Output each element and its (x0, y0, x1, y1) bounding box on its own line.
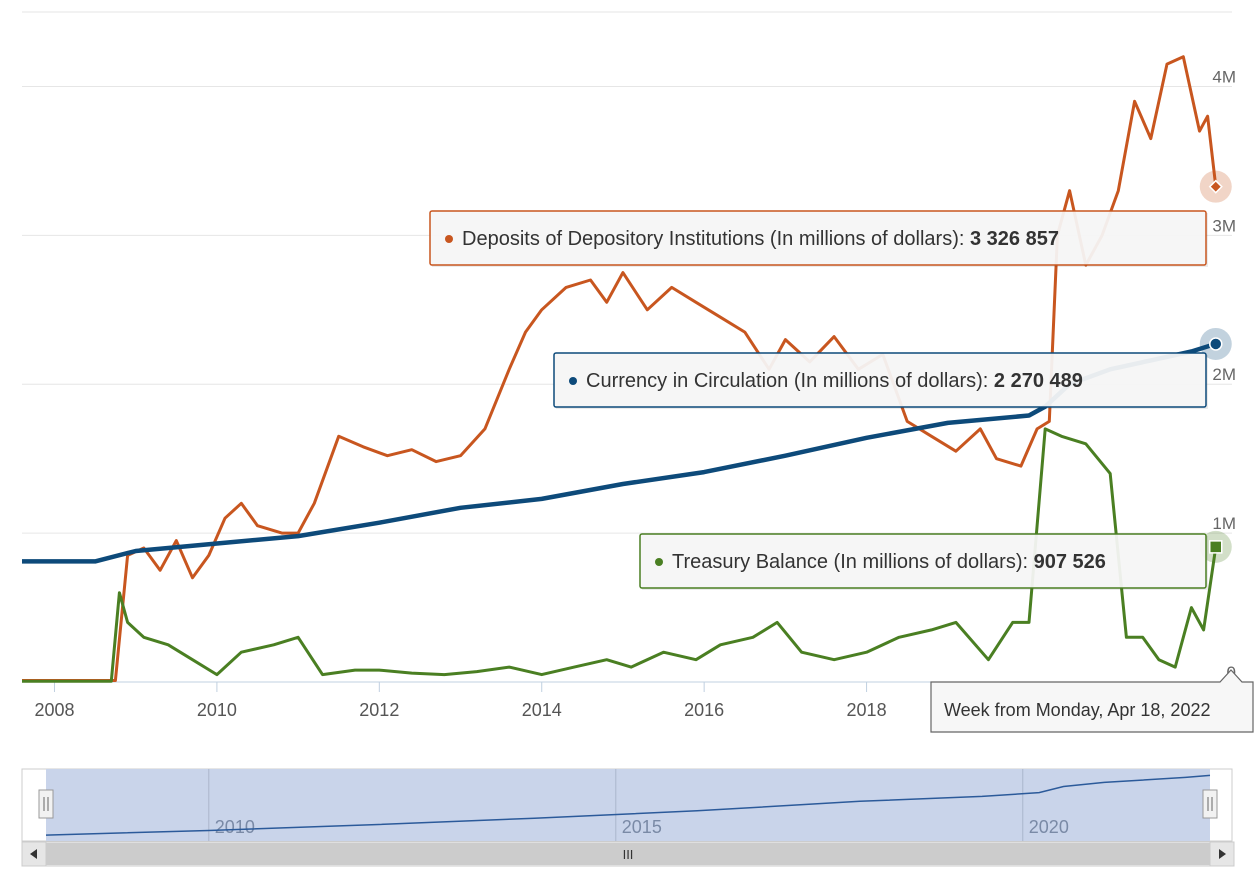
tooltip-series-name: Deposits of Depository Institutions (In … (462, 228, 959, 250)
x-tick-label: 2010 (197, 700, 237, 720)
navigator-tick-label: 2010 (215, 817, 255, 837)
navigator-series-line (45, 774, 1211, 836)
deposits-of-depository-institutions-end-point[interactable] (1199, 170, 1232, 203)
navigator-tick-label: 2015 (622, 817, 662, 837)
scrollbar-thumb[interactable] (46, 843, 1210, 865)
tooltip-colon: : (959, 228, 970, 250)
diamond-marker (1208, 179, 1223, 194)
navigator-tick-label: 2020 (1029, 817, 1069, 837)
square-marker (1209, 540, 1223, 554)
tooltip-value: 2 270 489 (994, 370, 1083, 392)
chevron-left-icon (30, 849, 37, 859)
y-tick-label: 3M (1212, 216, 1236, 235)
tooltip-value: 3 326 857 (970, 228, 1059, 250)
tooltip-box (553, 352, 1207, 408)
navigator-right-handle[interactable] (1202, 789, 1218, 819)
x-tick-label: 2008 (34, 700, 74, 720)
tooltip-box (639, 533, 1207, 589)
currency-in-circulation-tooltip: Currency in Circulation (In millions of … (553, 352, 1208, 409)
date-tooltip: Week from Monday, Apr 18, 2022 (930, 669, 1254, 733)
currency-in-circulation-end-point[interactable] (1199, 327, 1232, 360)
tooltip-colon: : (983, 370, 994, 392)
scroll-right-button[interactable] (1209, 841, 1235, 867)
navigator-scrollbar[interactable]: III (21, 841, 1235, 867)
treasury-balance-line[interactable] (22, 427, 1218, 683)
tooltip-series-dot (655, 558, 663, 566)
deposits-of-depository-institutions-line[interactable] (22, 55, 1218, 682)
y-tick-label: 2M (1212, 365, 1236, 384)
date-tooltip-box (930, 669, 1254, 733)
treasury-balance-end-point[interactable] (1199, 530, 1232, 563)
circle-marker (1209, 337, 1223, 351)
tooltip-value: 907 526 (1034, 551, 1106, 573)
y-tick-label: 4M (1212, 67, 1236, 86)
tooltip-text: Deposits of Depository Institutions (In … (462, 228, 1059, 250)
chevron-right-icon (1219, 849, 1226, 859)
x-tick-label: 2012 (359, 700, 399, 720)
x-tick-label: 2016 (684, 700, 724, 720)
treasury-balance-tooltip: Treasury Balance (In millions of dollars… (639, 533, 1208, 590)
deposits-of-depository-institutions-tooltip: Deposits of Depository Institutions (In … (429, 210, 1208, 267)
tooltip-text: Treasury Balance (In millions of dollars… (672, 551, 1106, 573)
tooltip-colon: : (1023, 551, 1034, 573)
tooltip-series-name: Treasury Balance (In millions of dollars… (672, 551, 1023, 573)
handle-body (1202, 789, 1218, 819)
tooltip-text: Currency in Circulation (In millions of … (586, 370, 1083, 392)
tooltip-series-dot (445, 235, 453, 243)
tooltip-series-name: Currency in Circulation (In millions of … (586, 370, 983, 392)
x-tick-label: 2018 (847, 700, 887, 720)
tooltip-series-dot (569, 377, 577, 385)
x-tick-label: 2014 (522, 700, 562, 720)
date-tooltip-text: Week from Monday, Apr 18, 2022 (944, 700, 1210, 720)
scroll-left-button[interactable] (21, 841, 47, 867)
scrollbar-grip-icon: III (623, 847, 634, 862)
handle-body (38, 789, 54, 819)
tooltip-box (429, 210, 1207, 266)
y-tick-label: 1M (1212, 514, 1236, 533)
navigator-left-handle[interactable] (38, 789, 54, 819)
